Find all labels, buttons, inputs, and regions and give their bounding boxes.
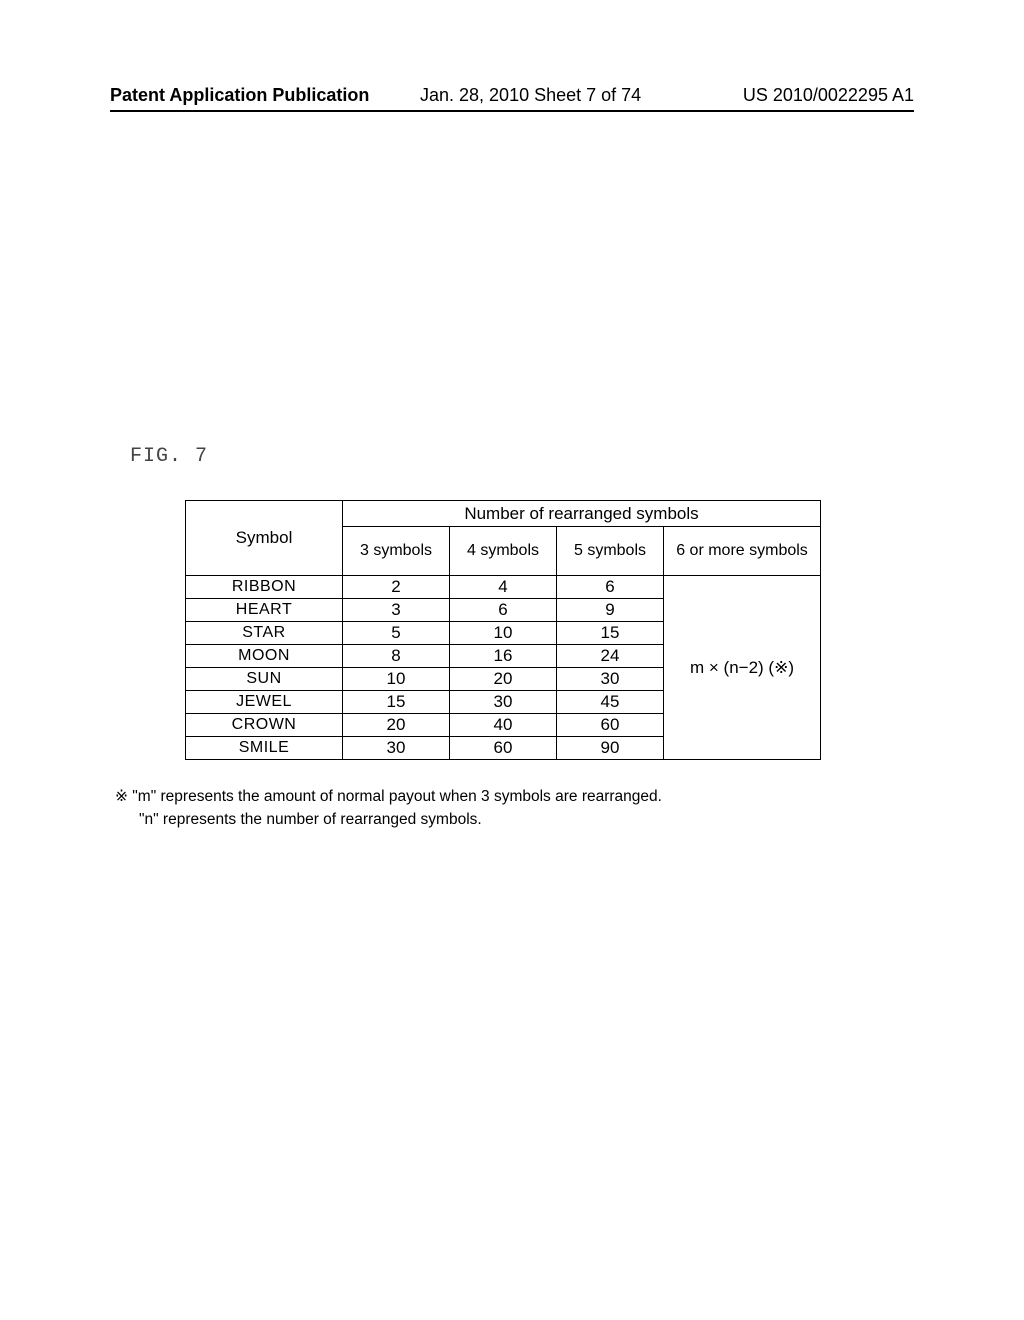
value-cell: 5 — [343, 622, 450, 645]
symbol-cell: JEWEL — [186, 691, 343, 714]
symbol-cell: MOON — [186, 645, 343, 668]
value-cell: 15 — [343, 691, 450, 714]
table-header-col-5: 5 symbols — [557, 527, 664, 576]
symbol-cell: SMILE — [186, 737, 343, 760]
symbol-cell: HEART — [186, 599, 343, 622]
table-header-col-3: 3 symbols — [343, 527, 450, 576]
value-cell: 9 — [557, 599, 664, 622]
symbol-cell: SUN — [186, 668, 343, 691]
header-right: US 2010/0022295 A1 — [743, 85, 914, 106]
value-cell: 90 — [557, 737, 664, 760]
value-cell: 4 — [450, 576, 557, 599]
symbol-cell: STAR — [186, 622, 343, 645]
table-row: RIBBON 2 4 6 m × (n−2) (※) — [186, 576, 821, 599]
formula-cell: m × (n−2) (※) — [664, 576, 821, 760]
value-cell: 30 — [343, 737, 450, 760]
footnote: ※ "m" represents the amount of normal pa… — [115, 785, 662, 832]
footnote-line-1: ※ "m" represents the amount of normal pa… — [115, 785, 662, 808]
value-cell: 10 — [343, 668, 450, 691]
value-cell: 2 — [343, 576, 450, 599]
value-cell: 40 — [450, 714, 557, 737]
value-cell: 10 — [450, 622, 557, 645]
symbol-cell: RIBBON — [186, 576, 343, 599]
value-cell: 20 — [343, 714, 450, 737]
table-header-col-4: 4 symbols — [450, 527, 557, 576]
value-cell: 6 — [557, 576, 664, 599]
value-cell: 15 — [557, 622, 664, 645]
value-cell: 60 — [557, 714, 664, 737]
value-cell: 45 — [557, 691, 664, 714]
table-header-symbol: Symbol — [186, 501, 343, 576]
table-super-header: Number of rearranged symbols — [343, 501, 821, 527]
page-header: Patent Application Publication Jan. 28, … — [110, 85, 914, 106]
value-cell: 3 — [343, 599, 450, 622]
value-cell: 8 — [343, 645, 450, 668]
table-header-col-6: 6 or more symbols — [664, 527, 821, 576]
value-cell: 20 — [450, 668, 557, 691]
value-cell: 30 — [450, 691, 557, 714]
header-left: Patent Application Publication — [110, 85, 369, 105]
figure-label: FIG. 7 — [130, 445, 208, 468]
header-divider — [110, 110, 914, 112]
value-cell: 30 — [557, 668, 664, 691]
value-cell: 16 — [450, 645, 557, 668]
symbol-cell: CROWN — [186, 714, 343, 737]
value-cell: 60 — [450, 737, 557, 760]
header-center: Jan. 28, 2010 Sheet 7 of 74 — [420, 85, 641, 106]
value-cell: 24 — [557, 645, 664, 668]
footnote-line-2: "n" represents the number of rearranged … — [139, 808, 662, 831]
payout-table: Symbol Number of rearranged symbols 3 sy… — [185, 500, 821, 760]
value-cell: 6 — [450, 599, 557, 622]
